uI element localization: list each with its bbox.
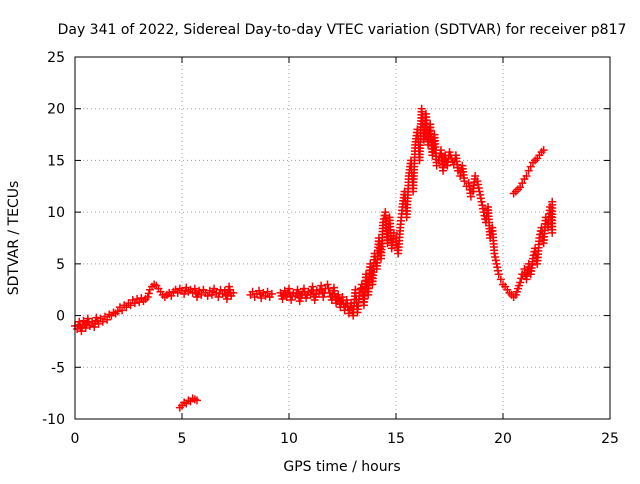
data-point-marker (491, 256, 500, 265)
data-point-marker (118, 306, 127, 315)
data-point-marker (288, 292, 297, 301)
y-tick-label: -10 (42, 412, 65, 428)
data-point-marker (226, 288, 235, 297)
data-point-marker (130, 299, 139, 308)
data-point-marker (320, 288, 329, 297)
data-point-marker (303, 290, 312, 299)
data-point-marker (324, 284, 333, 293)
data-point-marker (296, 293, 305, 302)
x-tick-label: 0 (71, 431, 80, 447)
x-tick-label: 5 (178, 431, 187, 447)
data-point-marker (135, 298, 144, 307)
y-tick-label: 25 (47, 50, 65, 66)
data-point-marker (526, 162, 535, 171)
data-point-marker (113, 307, 122, 316)
data-point-marker (512, 287, 521, 296)
y-tick-label: 20 (47, 102, 65, 118)
data-point-marker (466, 189, 475, 198)
data-point-marker (432, 158, 441, 167)
data-point-marker (93, 316, 102, 325)
x-tick-label: 10 (280, 431, 298, 447)
data-point-marker (190, 284, 199, 293)
data-point-marker (524, 166, 533, 175)
data-point-marker (214, 292, 223, 301)
data-point-marker (256, 290, 265, 299)
data-point-marker (474, 184, 483, 193)
x-tick-label: 20 (494, 431, 512, 447)
data-point-marker (535, 237, 544, 246)
data-point-marker (173, 288, 182, 297)
chart-title: Day 341 of 2022, Sidereal Day-to-day VTE… (58, 22, 627, 38)
data-point-marker (389, 231, 398, 240)
plot-frame (74, 56, 611, 420)
data-point-marker (515, 281, 524, 290)
data-point-marker (528, 257, 537, 266)
data-point-marker (167, 291, 176, 300)
data-point-marker (261, 291, 270, 300)
data-point-marker (522, 171, 531, 180)
data-point-marker (73, 325, 82, 334)
data-point-marker (248, 287, 257, 296)
y-tick-label: 0 (56, 309, 65, 325)
data-point-marker (103, 315, 112, 324)
data-point-marker (460, 174, 469, 183)
series-upper-branch (509, 146, 548, 198)
data-point-marker (518, 179, 527, 188)
y-tick-label: 10 (47, 205, 65, 221)
data-point-marker (476, 194, 485, 203)
data-point-marker (122, 303, 131, 312)
data-point-marker (396, 226, 405, 235)
data-point-marker (215, 289, 224, 298)
x-tick-label: 15 (387, 431, 405, 447)
axis-layer: 0 5 10 15 20 25 -10 -5 0 5 10 15 20 25 (42, 50, 619, 447)
data-point-marker (470, 175, 479, 184)
data-point-marker (323, 280, 332, 289)
y-tick-label: 15 (47, 153, 65, 169)
data-point-marker (144, 289, 153, 298)
data-point-marker (453, 163, 462, 172)
data-point-marker (216, 285, 225, 294)
data-point-marker (257, 293, 266, 302)
y-axis-label: SDTVAR / TECUs (6, 181, 22, 296)
data-point-marker (479, 204, 488, 213)
series-negative-outlier (175, 394, 201, 412)
data-point-marker (267, 289, 276, 298)
series-main-trace (71, 104, 557, 336)
data-point-marker (255, 286, 264, 295)
data-point-marker (517, 274, 526, 283)
data-point-marker (194, 289, 203, 298)
data-point-marker (126, 301, 135, 310)
data-point-marker (209, 287, 218, 296)
y-tick-label: -5 (51, 360, 65, 376)
x-axis-label: GPS time / hours (283, 459, 400, 475)
data-point-marker (98, 317, 107, 326)
data-point-marker (516, 183, 525, 192)
data-point-marker (494, 266, 503, 275)
data-point-marker (490, 246, 499, 255)
data-point-marker (84, 318, 93, 327)
data-point-marker (192, 396, 201, 405)
grid-layer (75, 57, 610, 419)
data-layer (71, 104, 557, 412)
data-point-marker (548, 200, 557, 209)
data-point-marker (263, 287, 272, 296)
data-point-marker (181, 286, 190, 295)
x-tick-label: 25 (601, 431, 619, 447)
y-tick-label: 5 (56, 257, 65, 273)
data-point-marker (203, 291, 212, 300)
data-point-marker (85, 321, 94, 330)
data-point-marker (446, 151, 455, 160)
data-point-marker (143, 292, 152, 301)
data-point-marker (496, 275, 505, 284)
data-point-marker (539, 146, 548, 155)
